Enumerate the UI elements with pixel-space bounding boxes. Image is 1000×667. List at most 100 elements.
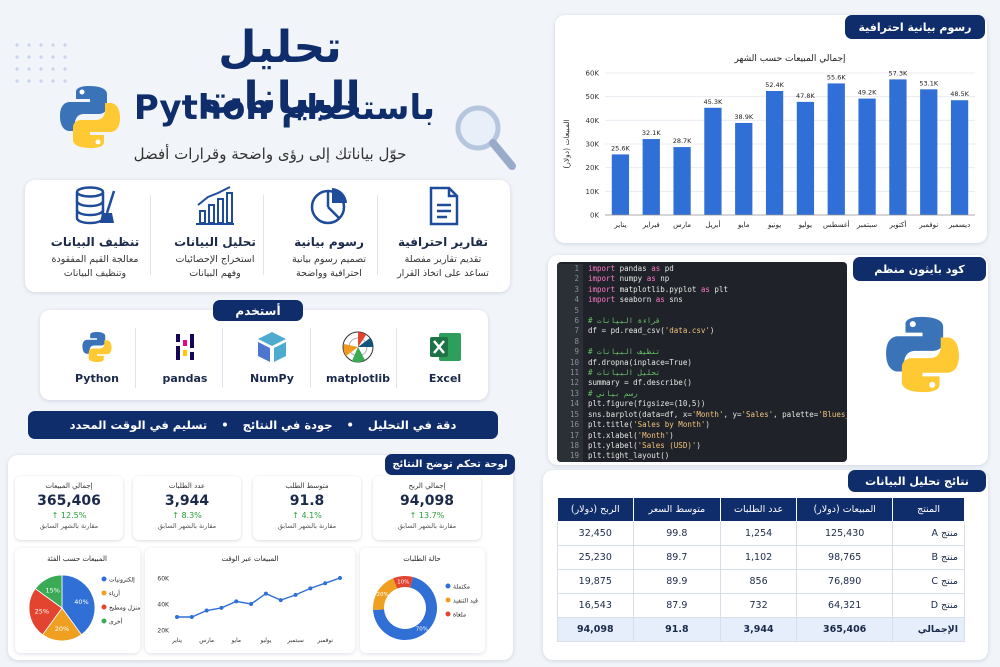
feature-desc: وتنظيف البيانات [63,268,127,279]
kpi-label: متوسط الطلب [285,482,329,490]
line-number: 4 [574,295,579,305]
legend-label: أخرى [109,618,123,626]
kpi-change: ↑ 13.7% [409,511,445,520]
kpi-value: 365,406 [37,493,101,509]
table-header: متوسط السعر [632,497,722,522]
table-header: الربح (دولار) [557,497,634,522]
code-panel-label: كود بايثون منظم [853,257,986,281]
kpi-value: 94,098 [399,493,455,509]
mini-line-card [145,548,355,653]
x-tick-label: يناير [613,221,626,229]
code-line [588,337,847,347]
table-cell: 16,543 [557,593,634,618]
table-cell: 89.9 [632,569,722,594]
donut-segment [373,576,437,640]
x-tick-label: يونيو [767,221,781,229]
x-tick-label: نوفمبر [316,638,333,644]
table-cell: منتج C [892,569,965,594]
legend-swatch [445,597,451,603]
code-line: import numpy as np [588,274,847,284]
features-card [25,180,510,292]
code-line: import pandas as pd [588,264,847,274]
code-line: plt.ylabel('Sales (USD)') [588,441,847,451]
pie-slice [28,588,63,636]
code-token: as [646,274,656,284]
kpi-note: مقارنة بالشهر السابق [277,522,337,530]
y-axis-label: المبيعات (دولار) [562,119,571,168]
donut-segment-label: 20% [376,592,388,598]
code-token: import [588,295,616,305]
code-token: plt.ylabel( [588,440,638,450]
kpi-label: إجمالي الربح [408,482,446,490]
x-tick-label: ديسمبر [948,221,970,229]
python-icon [82,331,112,363]
bullet: • [346,418,354,432]
line-point [278,598,283,603]
table-cell: 91.8 [632,617,722,642]
code-token: import [588,274,616,284]
line-number: 16 [569,420,579,430]
line-number: 14 [569,399,579,409]
legend-label: ملغاة [453,612,466,619]
table-cell: 32,450 [557,521,634,546]
tool-divider [222,328,223,388]
code-token: plt.xlabel( [588,430,638,440]
kpi-note: مقارنة بالشهر السابق [157,522,217,530]
table-cell: 856 [720,569,798,594]
table-row: منتج D 64,321 732 87.9 16,543 [557,593,965,618]
code-token: pd [660,264,674,273]
bar-value-label: 45.3K [704,98,723,106]
table-cell: 19,875 [557,569,634,594]
pie-slice [61,574,96,636]
code-token: as [651,264,661,273]
line-number: 3 [574,284,579,294]
line-number: 1 [574,264,579,273]
code-text: import pandas as pd import numpy as np imp… [588,264,847,462]
x-tick-label: مايو [231,638,241,644]
line-number: 5 [574,305,579,315]
bar-value-label: 38.9K [734,113,753,121]
matplotlib-icon [342,331,374,363]
order-status-donut: حالة الطلبات 70% 20% 10% مكتملة قيد التنفيذ مل… [373,555,478,640]
code-token: 'Blues_d' [818,409,847,419]
feature-title: تحليل البيانات [174,235,256,249]
database-broom-icon [75,186,116,225]
line-number: 19 [569,451,579,461]
legend-label: أزياء [109,590,120,598]
bar [827,83,845,215]
tool-divider [396,328,397,388]
table-header: المنتج [892,497,965,522]
kpi-note: مقارنة بالشهر السابق [397,522,457,530]
tool-numpy: NumPy [232,330,312,385]
kpi-change: ↑ 8.3% [172,511,202,520]
table-header: عدد الطلبات [720,497,798,522]
line-numbers: 1234567891011121314151617181920 [557,264,583,462]
legend-label: مكتملة [453,584,470,591]
feature-desc: تساعد على اتخاذ القرار [397,268,489,279]
tool-python: Python [57,330,137,385]
table-cell: 76,890 [796,569,894,594]
kpi-profit: إجمالي الربح 94,098 ↑ 13.7% مقارنة بالشهر ا… [373,476,481,540]
tool-name: pandas [162,372,208,385]
kpi-note: مقارنة بالشهر السابق [39,522,99,530]
table-cell: 1,254 [720,521,798,546]
x-tick-label: مارس [199,638,214,644]
pie-slice [42,607,82,642]
code-line: summary = df.describe() [588,378,847,388]
line-number: 8 [574,336,579,346]
kpi-avg-order: متوسط الطلب 91.8 ↑ 4.1% مقارنة بالشهر الساب… [253,476,361,540]
line-number: 17 [569,430,579,440]
code-token: matplotlib.pyplot [615,284,701,294]
code-token: import [588,284,616,294]
table-header: المبيعات (دولار) [796,497,894,522]
code-token: , palette= [773,409,819,419]
line-point [323,581,328,586]
table-cell: 87.9 [632,593,722,618]
x-tick-label: سبتمبر [286,638,304,644]
quality-item: تسليم في الوقت المحدد [69,418,208,432]
dot-pattern-decoration [15,43,67,83]
bullet: • [221,418,229,432]
code-token: as [655,295,665,305]
feature-desc: تقديم تقارير مفصلة [404,254,482,265]
